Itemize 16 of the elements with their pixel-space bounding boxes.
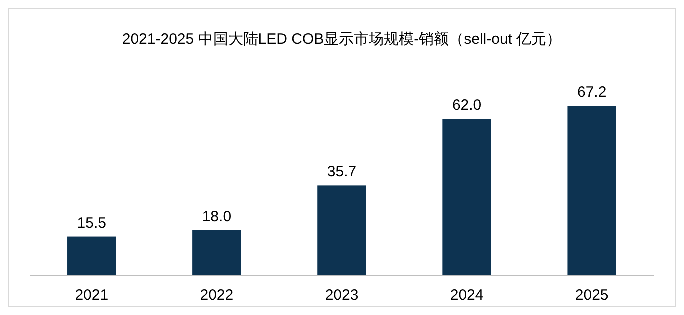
data-label: 67.2 [578, 84, 607, 101]
x-tick-label: 2022 [200, 287, 234, 304]
x-tick-label: 2024 [450, 287, 484, 304]
data-label: 62.0 [452, 97, 482, 114]
bar [442, 119, 492, 276]
x-tick-label: 2023 [325, 287, 359, 304]
bar [68, 236, 116, 276]
data-label: 18.0 [202, 208, 232, 226]
bar [568, 106, 616, 276]
data-label: 35.7 [327, 164, 357, 181]
x-tick-label: 2021 [75, 287, 109, 304]
x-tick-label: 2025 [575, 287, 609, 304]
bar [192, 230, 242, 276]
data-label: 15.5 [77, 214, 106, 232]
chart-title: 2021-2025 中国大陆LED COB显示市场规模-销额（sell-out 亿元） [122, 31, 562, 48]
bar [318, 186, 366, 276]
